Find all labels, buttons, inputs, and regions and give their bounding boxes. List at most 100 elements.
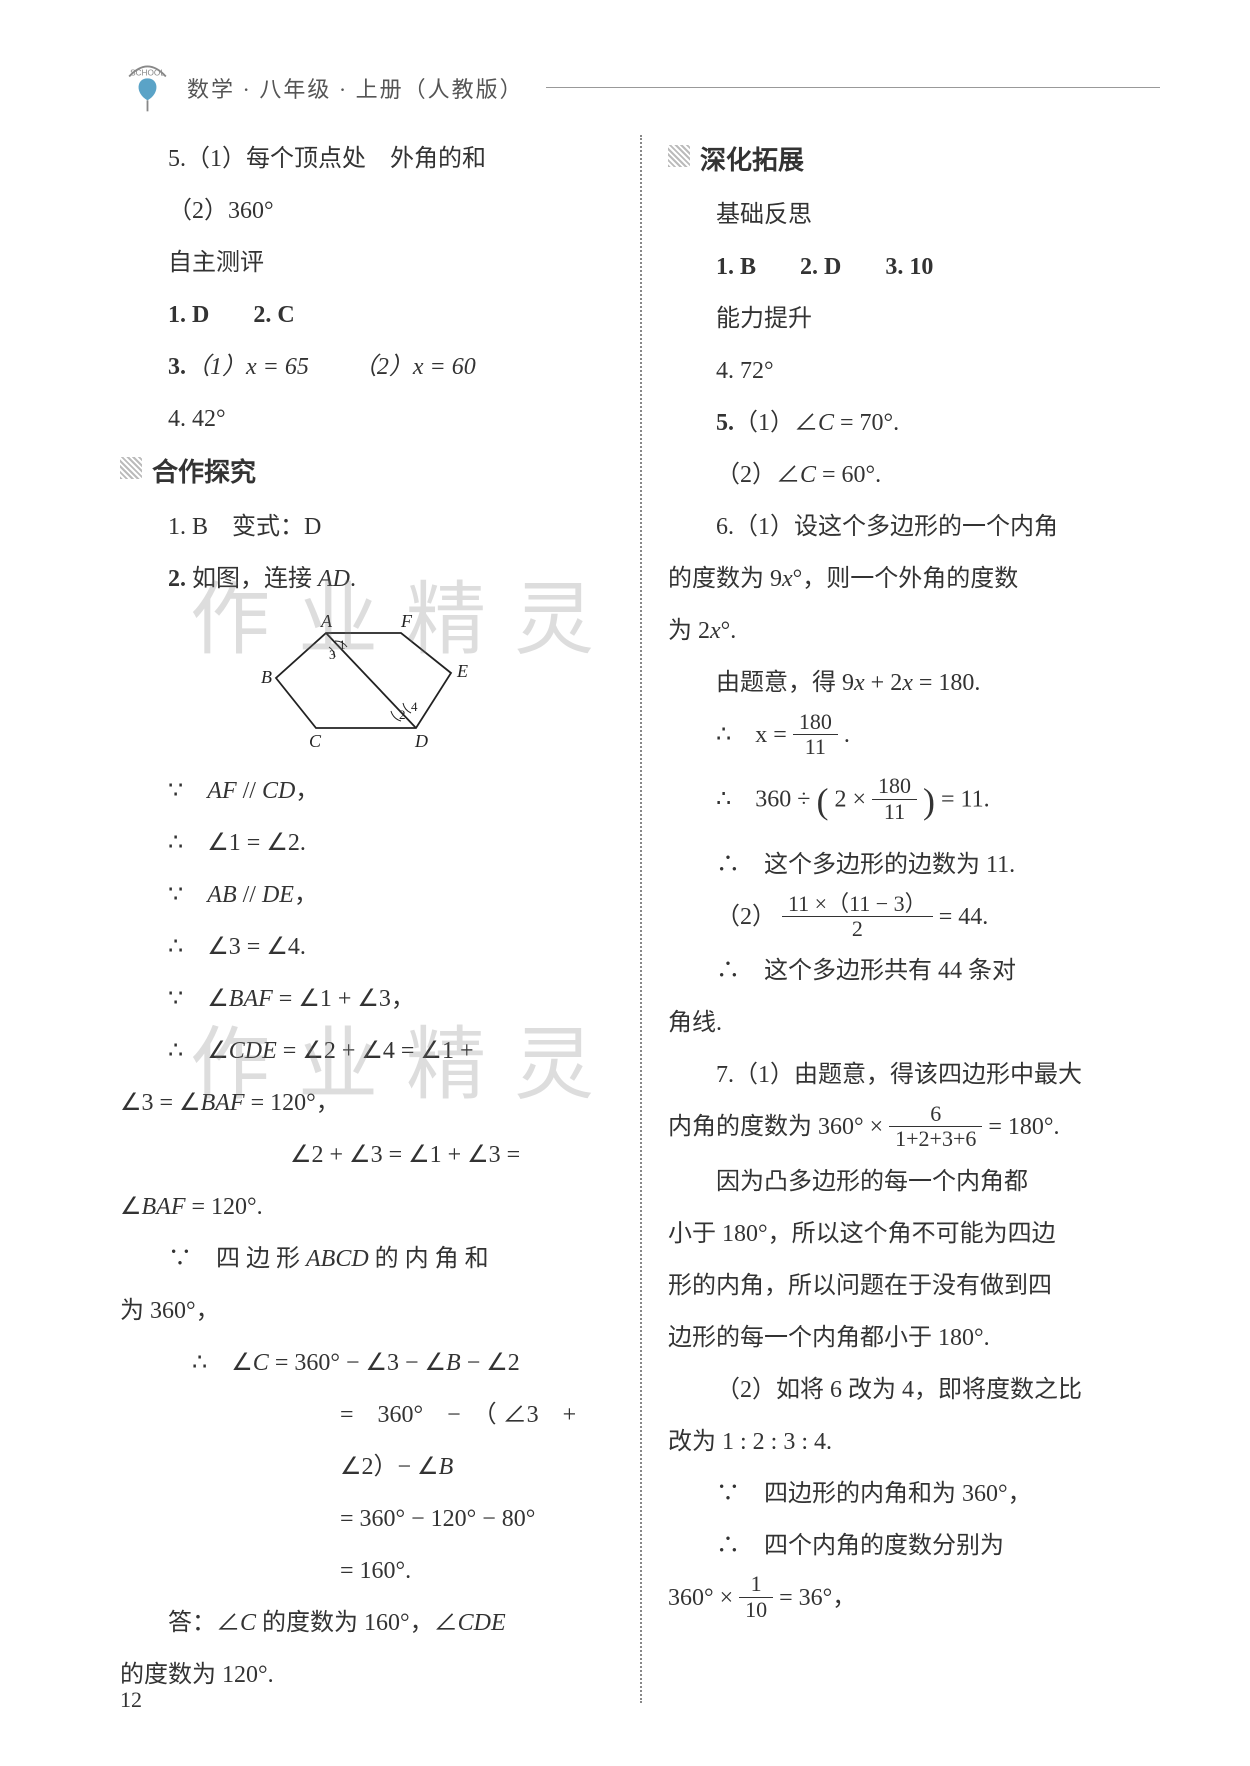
proof-line: ∵ ∠BAF = ∠1 + ∠3， (120, 975, 612, 1023)
proof-line: ∵ AF // CD， (120, 767, 612, 815)
left-column: 5.（1）每个顶点处 外角的和 （2）360° 自主测评 1. D 2. C 3… (120, 135, 640, 1703)
fraction-denominator: 11 (793, 735, 838, 759)
answer-item: 3.（1）x = 65 (168, 343, 309, 391)
page-number: 12 (120, 1687, 142, 1713)
fraction: 6 1+2+3+6 (889, 1102, 982, 1151)
section-bullet-icon (668, 145, 690, 167)
text-line: 改为 1 : 2 : 3 : 4. (668, 1418, 1160, 1466)
text-line: 1. B 变式：D (120, 503, 612, 551)
equation-line: ∴ 360 ÷ ( 2 × 180 11 ) = 11. (668, 765, 1160, 837)
proof-line: ∵ 四 边 形 ABCD 的 内 角 和 (120, 1235, 612, 1283)
fraction: 180 11 (872, 774, 917, 823)
proof-line: ∴ ∠CDE = ∠2 + ∠4 = ∠1 + (120, 1027, 612, 1075)
text-line: 5.（1）∠C = 70°. (668, 399, 1160, 447)
eq-prefix: 内角的度数为 360° × (668, 1114, 889, 1140)
svg-text:D: D (414, 731, 428, 751)
fraction-denominator: 11 (872, 800, 917, 824)
column-divider (640, 135, 642, 1703)
equation-line: 360° × 1 10 = 36°， (668, 1574, 1160, 1624)
text-line: （2）360° (120, 187, 612, 235)
content-columns: 5.（1）每个顶点处 外角的和 （2）360° 自主测评 1. D 2. C 3… (120, 135, 1160, 1703)
text-line: 因为凸多边形的每一个内角都 (668, 1158, 1160, 1206)
proof-line: ∴ ∠C = 360° − ∠3 − ∠B − ∠2 (120, 1339, 612, 1387)
paren-right: ) (923, 781, 935, 821)
svg-text:A: A (320, 613, 333, 631)
answer-line: 的度数为 120°. (120, 1651, 612, 1699)
eq-prefix: ∴ 360 ÷ (716, 787, 816, 813)
svg-text:4: 4 (411, 699, 418, 714)
text-line: 由题意，得 9x + 2x = 180. (668, 659, 1160, 707)
eq-prefix: 360° × (668, 1585, 739, 1611)
answer-item: 1. B (716, 243, 756, 291)
paren-left: ( (816, 781, 828, 821)
eq-suffix: . (844, 722, 850, 748)
text-line: 2. 如图，连接 AD. (120, 555, 612, 603)
fraction: 1 10 (739, 1572, 773, 1621)
section-heading: 合作探究 (120, 447, 612, 499)
proof-line: 为 360°， (120, 1287, 612, 1335)
eq: （1）x = 65 (186, 354, 309, 380)
text-line: （2）∠C = 60°. (668, 451, 1160, 499)
school-logo-icon: SCHOOL (120, 60, 175, 115)
text-line: 4. 72° (668, 347, 1160, 395)
fraction-numerator: 1 (739, 1572, 773, 1597)
fraction-denominator: 2 (782, 917, 933, 941)
proof-line: ∠2 + ∠3 = ∠1 + ∠3 = (120, 1131, 612, 1179)
text-line: 自主测评 (120, 239, 612, 287)
eq-suffix: = 11. (941, 787, 990, 813)
text-line: 7.（1）由题意，得该四边形中最大 (668, 1051, 1160, 1099)
text-line: 4. 42° (120, 395, 612, 443)
fraction: 180 11 (793, 710, 838, 759)
answer-item: 2. C (253, 291, 294, 339)
eq-mid: 2 × (834, 787, 872, 813)
text-line: 角线. (668, 999, 1160, 1047)
text-line: 形的内角，所以问题在于没有做到四 (668, 1262, 1160, 1310)
answer-item: （2）x = 60 (353, 343, 476, 391)
proof-line: ∴ ∠1 = ∠2. (120, 819, 612, 867)
answer-row: 1. D 2. C (120, 291, 612, 339)
hexagon-diagram-icon: A F E D C B 1 3 2 4 (251, 613, 481, 753)
proof-line: ∠2）− ∠B (120, 1443, 612, 1491)
eq-suffix: = 180°. (988, 1114, 1059, 1140)
svg-text:2: 2 (399, 707, 406, 722)
text-line: ∴ 这个多边形的边数为 11. (668, 841, 1160, 889)
answer-item: 1. D (168, 291, 209, 339)
eq-prefix: ∴ x = (716, 722, 793, 748)
fraction: 11 ×（11 − 3） 2 (782, 892, 933, 941)
proof-line: ∴ ∠3 = ∠4. (120, 923, 612, 971)
text-line: 6.（1）设这个多边形的一个内角 (668, 503, 1160, 551)
proof-line: ∵ AB // DE， (120, 871, 612, 919)
section-heading-label: 深化拓展 (700, 146, 804, 175)
geometry-diagram: A F E D C B 1 3 2 4 (120, 613, 612, 753)
svg-text:SCHOOL: SCHOOL (130, 69, 165, 78)
answer-item: 3. 10 (885, 243, 933, 291)
equation-line: 内角的度数为 360° × 6 1+2+3+6 = 180°. (668, 1103, 1160, 1153)
svg-text:E: E (456, 661, 468, 681)
equation-line: ∴ x = 180 11 . (668, 711, 1160, 761)
section-heading-label: 合作探究 (152, 458, 256, 487)
answer-line: 答：∠C 的度数为 160°，∠CDE (120, 1599, 612, 1647)
text-line: 边形的每一个内角都小于 180°. (668, 1314, 1160, 1362)
text-line: 的度数为 9x°，则一个外角的度数 (668, 555, 1160, 603)
answer-row: 1. B 2. D 3. 10 (668, 243, 1160, 291)
answer-row: 3.（1）x = 65 （2）x = 60 (120, 343, 612, 391)
section-heading: 深化拓展 (668, 135, 1160, 187)
right-column: 深化拓展 基础反思 1. B 2. D 3. 10 能力提升 4. 72° 5.… (640, 135, 1160, 1703)
page: SCHOOL 数学 · 八年级 · 上册（人教版） 5.（1）每个顶点处 外角的… (0, 0, 1250, 1763)
subheading: 能力提升 (668, 295, 1160, 343)
section-bullet-icon (120, 457, 142, 479)
header-title: 数学 · 八年级 · 上册（人教版） (187, 72, 524, 104)
proof-line: = 360° − （ ∠3 + (120, 1391, 612, 1439)
eq-suffix: = 36°， (779, 1585, 856, 1611)
svg-text:B: B (261, 667, 272, 687)
fraction-numerator: 180 (872, 774, 917, 799)
subheading: 基础反思 (668, 191, 1160, 239)
proof-line: = 160°. (120, 1547, 612, 1595)
svg-text:F: F (400, 613, 413, 631)
fraction-numerator: 6 (889, 1102, 982, 1127)
header-rule (546, 87, 1160, 88)
proof-line: ∠BAF = 120°. (120, 1183, 612, 1231)
page-header: SCHOOL 数学 · 八年级 · 上册（人教版） (120, 60, 1160, 115)
text-line: ∴ 这个多边形共有 44 条对 (668, 947, 1160, 995)
fraction-numerator: 180 (793, 710, 838, 735)
